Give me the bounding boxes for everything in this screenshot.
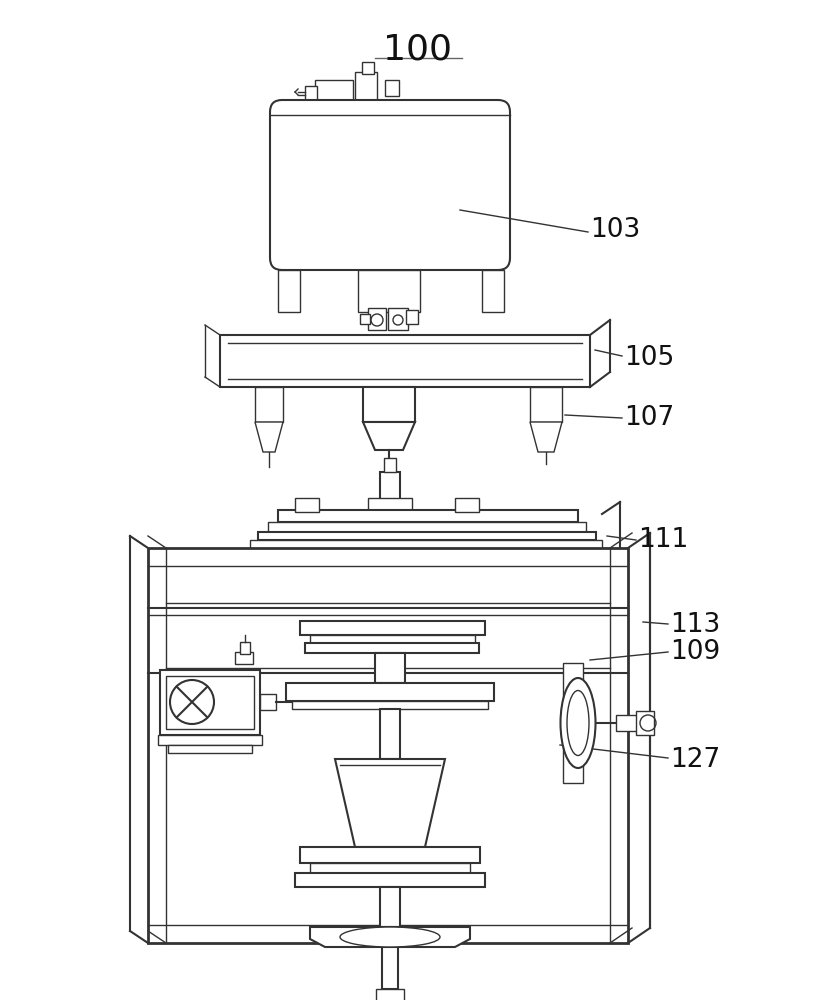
Polygon shape [529, 422, 561, 452]
FancyBboxPatch shape [166, 676, 253, 729]
FancyBboxPatch shape [529, 387, 561, 422]
FancyBboxPatch shape [148, 548, 627, 943]
FancyBboxPatch shape [240, 642, 250, 654]
FancyBboxPatch shape [405, 310, 417, 324]
FancyBboxPatch shape [381, 947, 398, 989]
Text: 111: 111 [637, 527, 687, 553]
FancyBboxPatch shape [482, 270, 503, 312]
Polygon shape [363, 422, 415, 450]
Text: 109: 109 [669, 639, 720, 665]
FancyBboxPatch shape [384, 458, 395, 472]
FancyBboxPatch shape [380, 887, 400, 927]
FancyBboxPatch shape [255, 387, 283, 422]
FancyBboxPatch shape [299, 847, 479, 863]
FancyBboxPatch shape [380, 472, 400, 510]
Polygon shape [309, 927, 470, 947]
FancyBboxPatch shape [304, 86, 317, 100]
FancyBboxPatch shape [375, 653, 405, 683]
Text: 100: 100 [383, 32, 452, 66]
FancyBboxPatch shape [286, 683, 493, 701]
FancyBboxPatch shape [235, 652, 252, 664]
FancyBboxPatch shape [309, 863, 470, 873]
FancyBboxPatch shape [363, 387, 415, 422]
FancyBboxPatch shape [160, 670, 260, 735]
Ellipse shape [566, 690, 589, 756]
FancyBboxPatch shape [257, 532, 595, 540]
FancyBboxPatch shape [260, 694, 276, 710]
Text: 127: 127 [669, 747, 720, 773]
FancyBboxPatch shape [299, 621, 484, 635]
FancyBboxPatch shape [309, 635, 475, 643]
FancyBboxPatch shape [294, 498, 319, 512]
FancyBboxPatch shape [358, 270, 420, 312]
FancyBboxPatch shape [380, 709, 400, 759]
FancyBboxPatch shape [304, 643, 478, 653]
FancyBboxPatch shape [388, 308, 407, 330]
FancyBboxPatch shape [220, 335, 589, 387]
FancyBboxPatch shape [268, 522, 585, 532]
Text: 105: 105 [624, 345, 674, 371]
FancyBboxPatch shape [615, 715, 650, 731]
FancyBboxPatch shape [385, 80, 399, 96]
Ellipse shape [560, 678, 594, 768]
FancyBboxPatch shape [270, 100, 509, 270]
FancyBboxPatch shape [158, 735, 262, 745]
Polygon shape [255, 422, 283, 452]
FancyBboxPatch shape [368, 498, 411, 510]
FancyBboxPatch shape [278, 270, 299, 312]
Text: 113: 113 [669, 612, 720, 638]
FancyBboxPatch shape [368, 308, 385, 330]
Ellipse shape [339, 927, 440, 947]
FancyBboxPatch shape [635, 711, 653, 735]
FancyBboxPatch shape [314, 80, 353, 102]
FancyBboxPatch shape [292, 701, 487, 709]
FancyBboxPatch shape [361, 62, 374, 74]
FancyBboxPatch shape [294, 873, 484, 887]
FancyBboxPatch shape [455, 498, 478, 512]
FancyBboxPatch shape [359, 314, 370, 324]
FancyBboxPatch shape [250, 540, 601, 549]
FancyBboxPatch shape [354, 72, 376, 102]
FancyBboxPatch shape [563, 663, 583, 783]
FancyBboxPatch shape [168, 745, 252, 753]
Text: 107: 107 [624, 405, 674, 431]
FancyBboxPatch shape [375, 989, 404, 1000]
Text: 103: 103 [589, 217, 640, 243]
Polygon shape [334, 759, 445, 847]
FancyBboxPatch shape [278, 510, 578, 522]
